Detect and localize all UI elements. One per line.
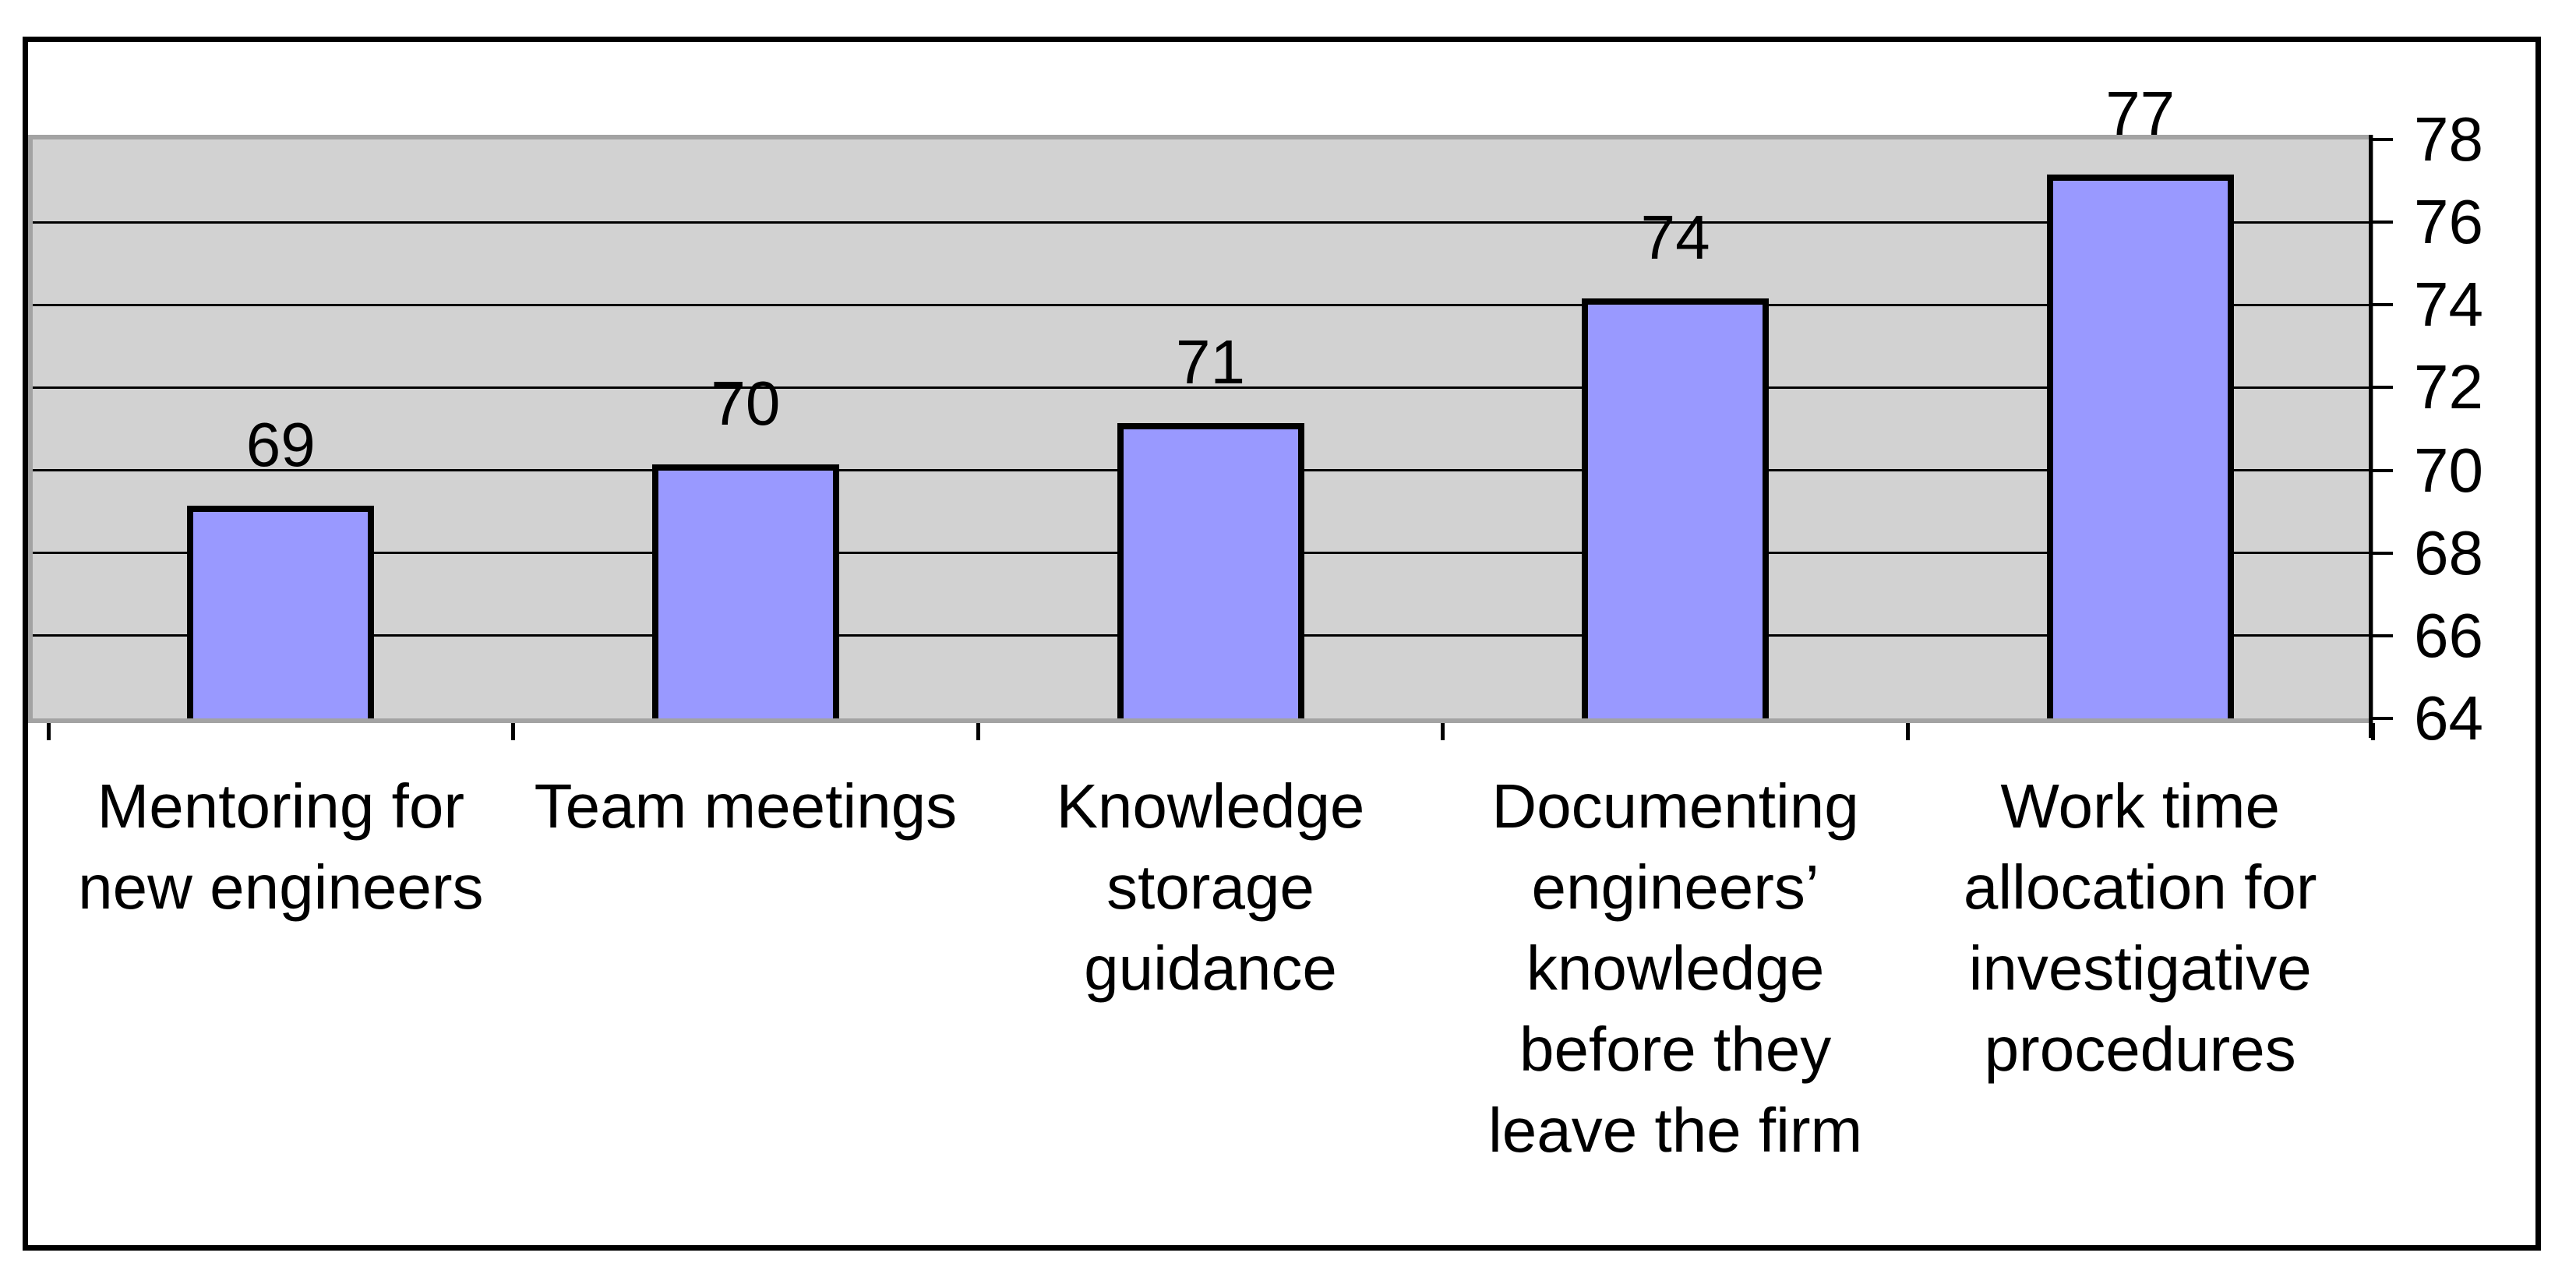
gridline xyxy=(33,303,2369,306)
y-axis-tick-label: 72 xyxy=(2414,352,2483,422)
x-axis-tick xyxy=(46,723,51,740)
y-axis-tick-label: 76 xyxy=(2414,187,2483,257)
x-axis-tick xyxy=(2370,723,2375,740)
y-axis-tick xyxy=(2373,633,2393,637)
value-label: 74 xyxy=(1640,203,1710,273)
y-axis-tick-label: 78 xyxy=(2414,104,2483,174)
x-axis-tick xyxy=(1905,723,1910,740)
value-label: 70 xyxy=(711,368,781,438)
category-label: Knowledge storage guidance xyxy=(1056,771,1365,1003)
value-label: 77 xyxy=(2105,79,2175,149)
gridline xyxy=(33,386,2369,389)
category-label: Mentoring for new engineers xyxy=(78,771,484,922)
x-axis-tick xyxy=(976,723,980,740)
y-axis-tick xyxy=(2373,468,2393,472)
y-axis-tick xyxy=(2373,138,2393,141)
bar xyxy=(2046,175,2234,718)
y-axis-tick xyxy=(2373,717,2393,720)
y-axis-tick xyxy=(2373,551,2393,555)
value-label: 71 xyxy=(1176,326,1245,397)
y-axis-tick-label: 74 xyxy=(2414,270,2483,340)
y-axis-tick xyxy=(2373,221,2393,224)
y-axis-tick-label: 68 xyxy=(2414,517,2483,588)
bar xyxy=(1117,422,1304,718)
category-label: Documenting engineers’ knowledge before … xyxy=(1487,771,1863,1165)
category-label: Work time allocation for investigative p… xyxy=(1963,771,2317,1084)
value-label: 69 xyxy=(245,409,316,479)
y-axis-tick xyxy=(2373,386,2393,390)
y-axis-tick-label: 64 xyxy=(2414,683,2483,753)
bar xyxy=(187,505,375,718)
x-axis-tick xyxy=(511,723,516,740)
bar xyxy=(651,464,839,718)
bar xyxy=(1582,298,1770,718)
category-label: Team meetings xyxy=(534,771,958,841)
y-axis-line xyxy=(2369,135,2373,738)
y-axis-tick xyxy=(2373,303,2393,307)
gridline xyxy=(33,221,2369,224)
x-axis-tick xyxy=(1441,723,1445,740)
y-axis-tick-label: 66 xyxy=(2414,600,2483,670)
y-axis-tick-label: 70 xyxy=(2414,435,2483,505)
